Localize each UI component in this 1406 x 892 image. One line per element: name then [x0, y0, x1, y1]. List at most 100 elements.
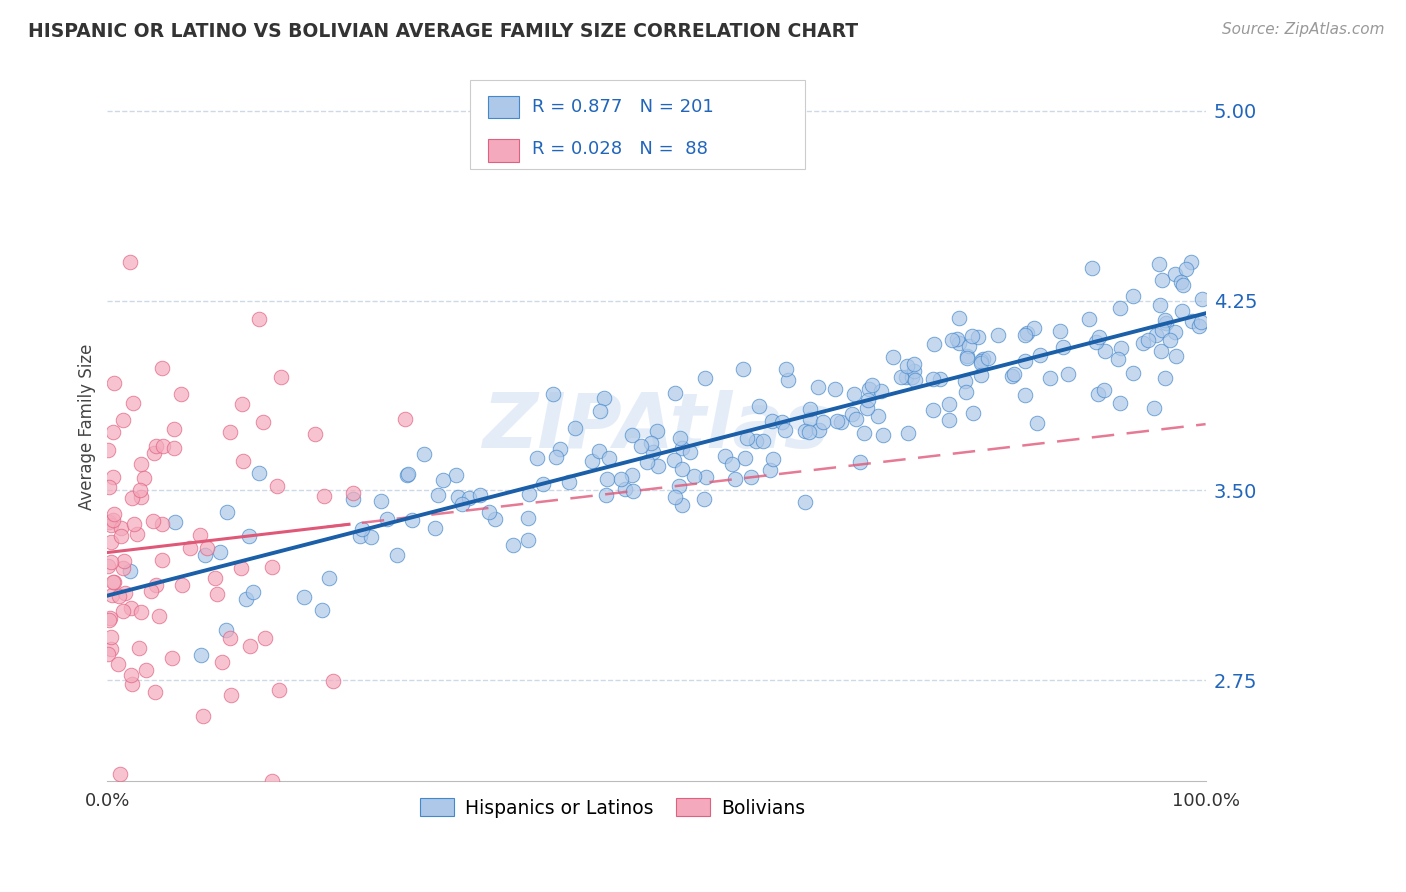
Point — [922, 372, 945, 386]
Point — [731, 361, 754, 376]
Point — [671, 499, 693, 513]
Point — [1014, 354, 1036, 368]
Point — [793, 424, 815, 438]
Point — [129, 605, 152, 619]
Point — [103, 376, 125, 391]
Point — [903, 357, 925, 371]
Point — [134, 471, 156, 485]
Point — [897, 426, 920, 441]
Point — [218, 425, 240, 439]
Point — [444, 467, 467, 482]
Point — [270, 369, 292, 384]
Point — [807, 423, 830, 437]
Point — [636, 455, 658, 469]
Point — [238, 529, 260, 543]
Point — [1107, 351, 1129, 366]
Point — [375, 512, 398, 526]
Point — [903, 364, 925, 378]
Point — [1029, 348, 1052, 362]
Point — [1024, 321, 1046, 335]
Point — [1174, 262, 1197, 277]
Point — [896, 359, 918, 373]
Point — [108, 766, 131, 780]
Point — [1147, 257, 1170, 271]
Legend: Hispanics or Latinos, Bolivians: Hispanics or Latinos, Bolivians — [412, 790, 813, 825]
Point — [938, 397, 960, 411]
Point — [457, 491, 479, 505]
Point — [145, 578, 167, 592]
Point — [957, 339, 980, 353]
Point — [179, 541, 201, 556]
Point — [103, 508, 125, 522]
Point — [662, 452, 685, 467]
Point — [101, 513, 124, 527]
Point — [928, 372, 950, 386]
Point — [793, 495, 815, 509]
Point — [195, 541, 218, 555]
Point — [163, 441, 186, 455]
Point — [97, 558, 120, 573]
Point — [904, 373, 927, 387]
Point — [1077, 312, 1099, 326]
Point — [239, 640, 262, 654]
Point — [370, 494, 392, 508]
Point — [1092, 384, 1115, 398]
Point — [142, 446, 165, 460]
Point — [858, 382, 880, 396]
Point — [664, 490, 686, 504]
Point — [775, 423, 797, 437]
Point — [882, 350, 904, 364]
Point — [342, 486, 364, 500]
Point — [1144, 327, 1167, 342]
Point — [970, 354, 993, 368]
Point — [621, 468, 644, 483]
Point — [101, 574, 124, 589]
Point — [231, 561, 253, 575]
Point — [100, 641, 122, 656]
Point — [748, 399, 770, 413]
Point — [745, 434, 768, 448]
Point — [647, 459, 669, 474]
Point — [517, 511, 540, 525]
Point — [394, 412, 416, 426]
Point — [860, 377, 883, 392]
Point — [247, 312, 270, 326]
Point — [145, 685, 167, 699]
Point — [211, 655, 233, 669]
Point — [621, 483, 644, 498]
Point — [870, 384, 893, 399]
Point — [922, 403, 945, 417]
Point — [267, 682, 290, 697]
Point — [426, 488, 449, 502]
Point — [894, 370, 917, 384]
Point — [1164, 267, 1187, 281]
Point — [170, 578, 193, 592]
Point — [533, 477, 555, 491]
Point — [235, 592, 257, 607]
Point — [311, 603, 333, 617]
Point — [844, 386, 866, 401]
Point — [128, 483, 150, 497]
Y-axis label: Average Family Size: Average Family Size — [79, 344, 96, 510]
Point — [967, 330, 990, 344]
Point — [100, 517, 122, 532]
Point — [956, 349, 979, 363]
Point — [122, 396, 145, 410]
Point — [1180, 254, 1202, 268]
Point — [762, 452, 785, 467]
Point — [112, 561, 135, 575]
Point — [1038, 371, 1060, 385]
Point — [751, 434, 773, 448]
Point — [231, 453, 253, 467]
Point — [447, 490, 470, 504]
Point — [318, 571, 340, 585]
Point — [101, 588, 124, 602]
Point — [108, 589, 131, 603]
Point — [266, 479, 288, 493]
Point — [824, 383, 846, 397]
Point — [825, 414, 848, 428]
Point — [1085, 334, 1108, 349]
Point — [799, 411, 821, 425]
Point — [190, 527, 212, 541]
Point — [956, 351, 979, 365]
